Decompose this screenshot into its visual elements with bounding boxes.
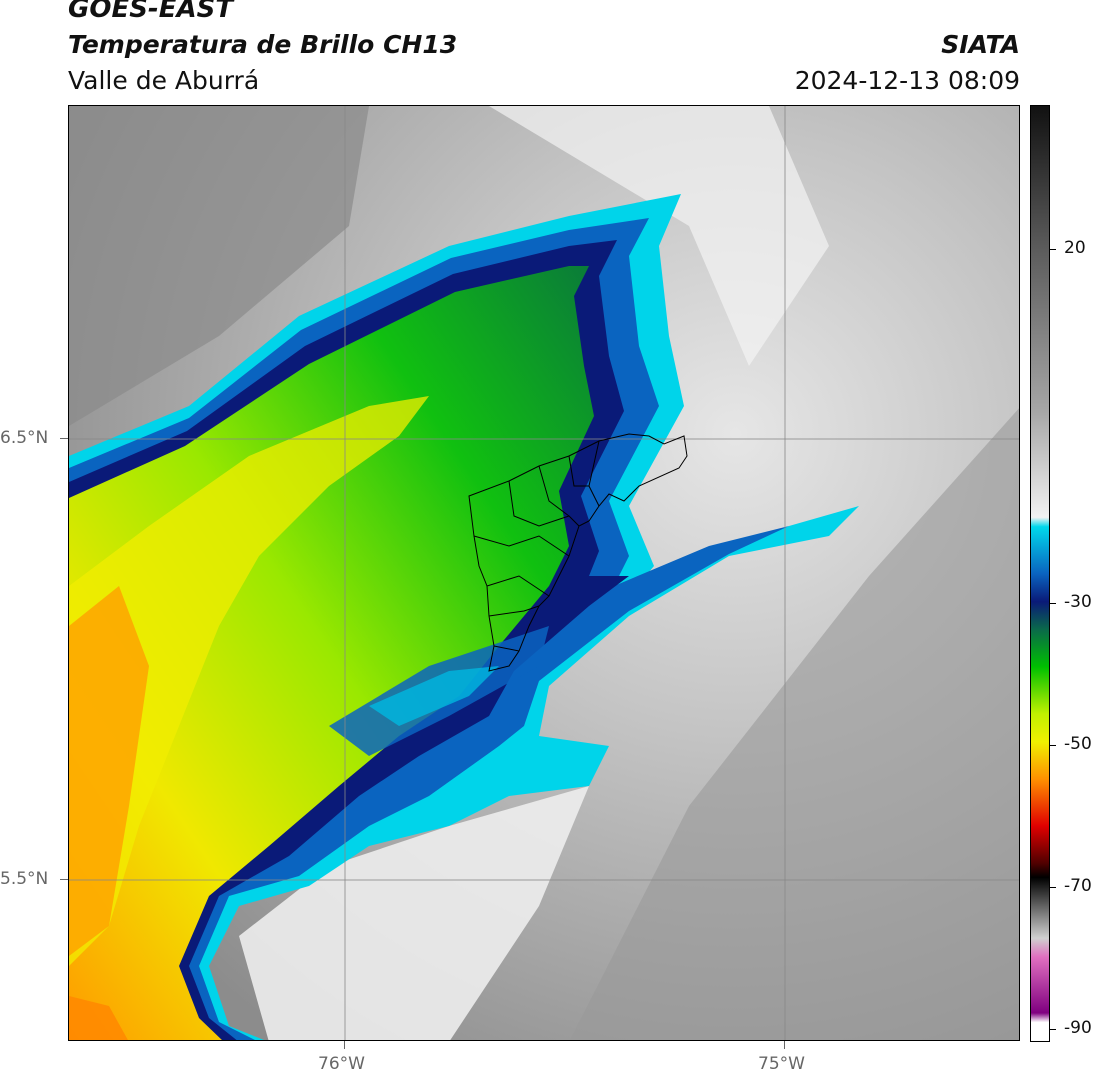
timestamp-label: 2024-12-13 08:09 bbox=[794, 66, 1020, 95]
colorbar-label: -90 bbox=[1064, 1018, 1092, 1038]
cyan-streak bbox=[369, 666, 499, 726]
colorbar-tick bbox=[1050, 745, 1056, 746]
latitude-tick bbox=[60, 879, 68, 880]
cloud-coldest-yellow bbox=[69, 396, 429, 966]
longitude-label: 76°W bbox=[318, 1054, 365, 1074]
satellite-map bbox=[68, 105, 1020, 1041]
colorbar-tick bbox=[1050, 603, 1056, 604]
colorbar-label: -30 bbox=[1064, 592, 1092, 612]
colorbar-label: -70 bbox=[1064, 876, 1092, 896]
upper-left-gray bbox=[69, 106, 369, 426]
product-title: Temperatura de Brillo CH13 bbox=[68, 30, 458, 59]
latitude-label: 5.5°N bbox=[0, 869, 49, 889]
latitude-tick bbox=[60, 438, 68, 439]
colorbar-tick bbox=[1050, 887, 1056, 888]
colorbar-label: 20 bbox=[1064, 238, 1086, 258]
cloud-orange-bottom bbox=[69, 996, 128, 1040]
colorbar-tick bbox=[1050, 249, 1056, 250]
latitude-label: 6.5°N bbox=[0, 428, 49, 448]
longitude-tick bbox=[784, 1041, 785, 1049]
brightness-temperature-field bbox=[69, 106, 1019, 1040]
longitude-label: 75°W bbox=[758, 1054, 805, 1074]
cloud-core-green bbox=[69, 266, 594, 1040]
municipality-outlines bbox=[468, 433, 688, 672]
light-streak bbox=[489, 106, 829, 366]
temperature-colorbar bbox=[1030, 105, 1050, 1042]
cloud-orange-patch bbox=[69, 586, 149, 956]
colorbar-tick bbox=[1050, 1029, 1056, 1030]
organization-label: SIATA bbox=[941, 30, 1020, 59]
colorbar-label: -50 bbox=[1064, 734, 1092, 754]
longitude-tick bbox=[344, 1041, 345, 1049]
region-label: Valle de Aburrá bbox=[68, 66, 260, 95]
satellite-title: GOES-EAST bbox=[68, 0, 234, 24]
right-gray bbox=[570, 408, 1019, 1040]
lower-light-region bbox=[239, 786, 589, 1040]
